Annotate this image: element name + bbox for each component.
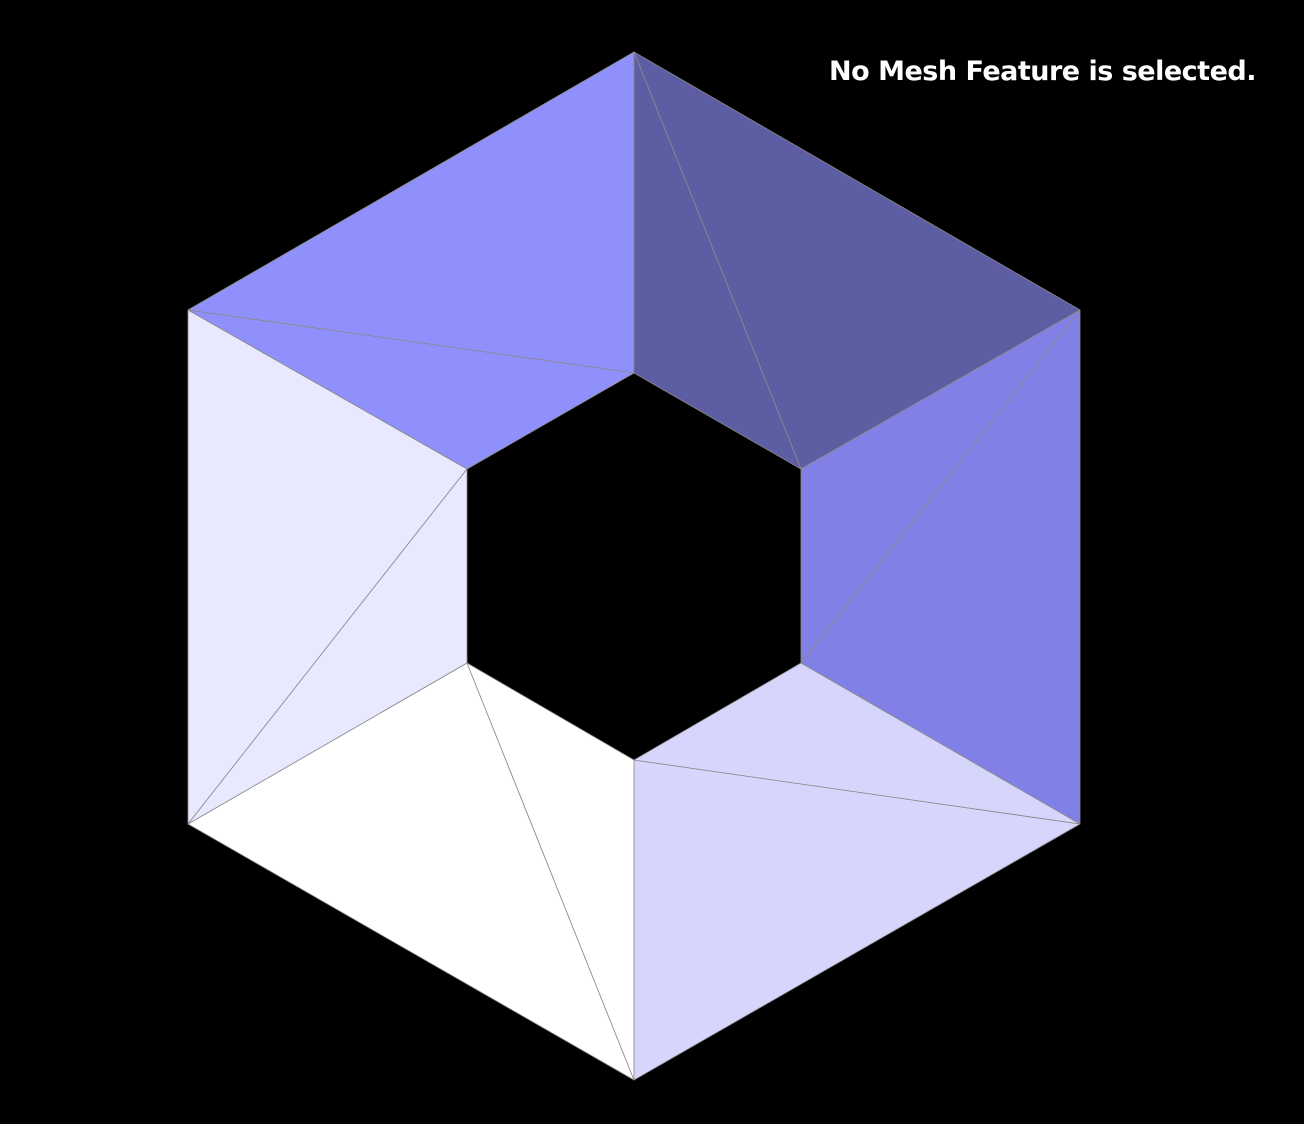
selection-status-text: No Mesh Feature is selected. [829, 56, 1256, 87]
right-face-triangle-2[interactable] [800, 309, 1081, 664]
bottom-right-face-triangle-2[interactable] [633, 662, 1081, 825]
bottom-left-face-triangle-2[interactable] [466, 662, 635, 1081]
top-right-face-triangle-2[interactable] [633, 51, 802, 470]
left-face-triangle-2[interactable] [187, 468, 468, 825]
hexagonal-ring-mesh[interactable] [187, 51, 1081, 1081]
